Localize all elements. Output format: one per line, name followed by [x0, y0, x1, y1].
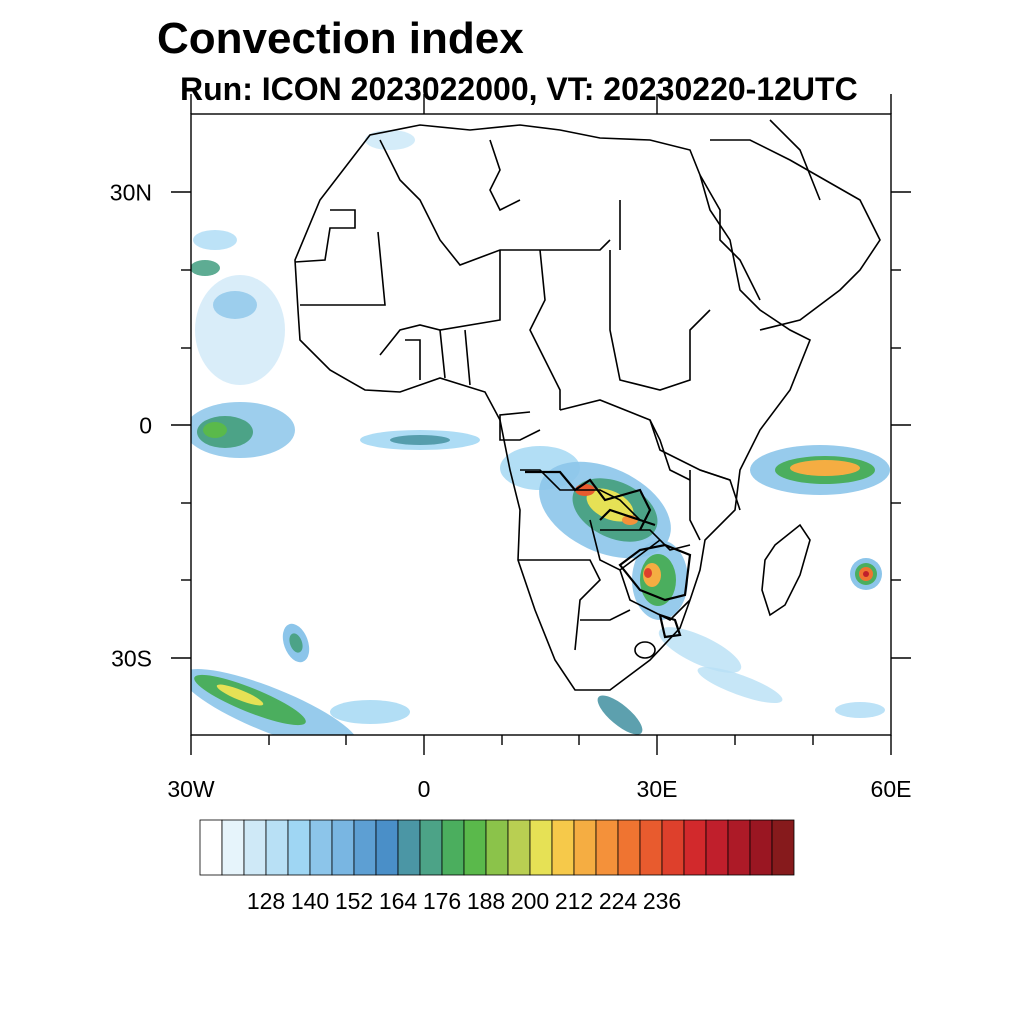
colorbar-label: 176	[422, 888, 462, 914]
colorbar-box	[287, 819, 311, 876]
lon-label-0: 0	[417, 776, 431, 802]
lat-label-0: 0	[139, 412, 152, 439]
colorbar-box	[749, 819, 773, 876]
colorbar-label: 200	[510, 888, 550, 914]
colorbar-label: 128	[246, 888, 286, 914]
colorbar-box	[639, 819, 663, 876]
colorbar-box	[573, 819, 597, 876]
colorbar-label: 236	[642, 888, 682, 914]
colorbar-box	[705, 819, 729, 876]
lon-label-60e: 60E	[870, 776, 912, 802]
colorbar-box	[485, 819, 509, 876]
colorbar-box	[221, 819, 245, 876]
colorbar-box	[595, 819, 619, 876]
colorbar-box	[683, 819, 707, 876]
colorbar-label: 224	[598, 888, 638, 914]
colorbar-box	[309, 819, 333, 876]
country-borders	[294, 119, 881, 691]
colorbar-label: 152	[334, 888, 374, 914]
colorbar-box	[353, 819, 377, 876]
map-ticks	[171, 94, 911, 755]
colorbar-label: 212	[554, 888, 594, 914]
colorbar-box	[331, 819, 355, 876]
colorbar-box	[243, 819, 267, 876]
colorbar-box	[375, 819, 399, 876]
colorbar-label: 188	[466, 888, 506, 914]
colorbar-box	[529, 819, 553, 876]
colorbar-box	[265, 819, 289, 876]
colorbar-label: 140	[290, 888, 330, 914]
lat-label-30s: 30S	[111, 645, 152, 672]
lon-label-30e: 30E	[636, 776, 678, 802]
colorbar-box	[463, 819, 487, 876]
colorbar-box	[397, 819, 421, 876]
colorbar-box	[727, 819, 751, 876]
page-title: Convection index	[157, 14, 524, 63]
lon-label-30w: 30W	[167, 776, 215, 802]
colorbar-box	[551, 819, 575, 876]
extra-borders	[525, 470, 692, 639]
colorbar-box	[419, 819, 443, 876]
colorbar-box	[617, 819, 641, 876]
colorbar-box	[199, 819, 223, 876]
colorbar-box	[441, 819, 465, 876]
run-info-subtitle: Run: ICON 2023022000, VT: 20230220-12UTC	[180, 71, 858, 107]
colorbar-box	[507, 819, 531, 876]
colorbar-label: 164	[378, 888, 418, 914]
lat-label-30n: 30N	[109, 179, 152, 206]
colorbar-box	[661, 819, 685, 876]
colorbar-box	[771, 819, 795, 876]
